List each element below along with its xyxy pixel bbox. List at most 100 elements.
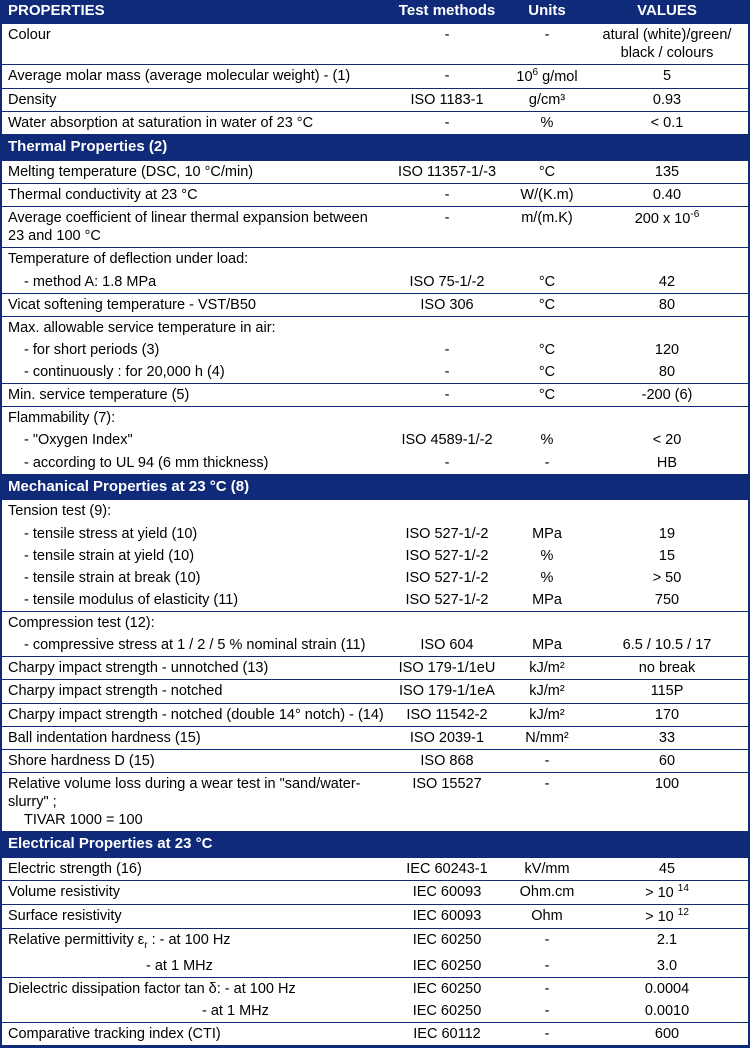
cell-property: Temperature of deflection under load: <box>2 248 390 270</box>
cell-method: - <box>390 339 504 361</box>
cell-value: 115P <box>590 680 744 702</box>
col-header-test-methods: Test methods <box>390 0 504 23</box>
cell-method: ISO 15527 <box>390 773 504 831</box>
cell-value <box>590 248 744 270</box>
cell-units: - <box>504 750 590 772</box>
cell-units: g/cm³ <box>504 89 590 111</box>
table-row: Ball indentation hardness (15)ISO 2039-1… <box>2 727 748 750</box>
table-row: Temperature of deflection under load: <box>2 248 748 270</box>
cell-value <box>590 612 744 634</box>
thermal-rows: Melting temperature (DSC, 10 °C/min)ISO … <box>2 161 748 475</box>
cell-method: - <box>390 24 504 64</box>
cell-units: °C <box>504 294 590 316</box>
cell-units: m/(m.K) <box>504 207 590 247</box>
cell-value: 0.0004 <box>590 978 744 1000</box>
cell-value: 2.1 <box>590 929 744 954</box>
cell-property: Volume resistivity <box>2 881 390 904</box>
table-row: Melting temperature (DSC, 10 °C/min)ISO … <box>2 161 748 184</box>
cell-method <box>390 317 504 339</box>
cell-method: ISO 11357-1/-3 <box>390 161 504 183</box>
cell-property: Compression test (12): <box>2 612 390 634</box>
cell-property: - "Oxygen Index" <box>2 429 390 451</box>
table-row: Charpy impact strength - unnotched (13)I… <box>2 657 748 680</box>
cell-property: - at 1 MHz <box>2 955 390 977</box>
table-row: - "Oxygen Index"ISO 4589-1/-2%< 20 <box>2 429 748 451</box>
cell-method: IEC 60093 <box>390 905 504 928</box>
cell-units: 106 g/mol <box>504 65 590 88</box>
table-row: - tensile strain at yield (10)ISO 527-1/… <box>2 545 748 567</box>
cell-method: ISO 11542-2 <box>390 704 504 726</box>
cell-property: Water absorption at saturation in water … <box>2 112 390 134</box>
cell-value: 600 <box>590 1023 744 1045</box>
cell-property: - tensile strain at yield (10) <box>2 545 390 567</box>
cell-units: % <box>504 429 590 451</box>
cell-value: 42 <box>590 271 744 293</box>
cell-value: > 10 12 <box>590 905 744 928</box>
cell-value: > 50 <box>590 567 744 589</box>
cell-method: IEC 60243-1 <box>390 858 504 880</box>
cell-property: Shore hardness D (15) <box>2 750 390 772</box>
cell-units <box>504 500 590 522</box>
cell-units: W/(K.m) <box>504 184 590 206</box>
cell-units: % <box>504 112 590 134</box>
section-electrical-title: Electrical Properties at 23 °C <box>2 832 748 857</box>
cell-value: 6.5 / 10.5 / 17 <box>590 634 744 656</box>
cell-value: 19 <box>590 523 744 545</box>
section-thermal: Thermal Properties (2) <box>2 135 748 161</box>
cell-method: - <box>390 207 504 247</box>
cell-property: Electric strength (16) <box>2 858 390 880</box>
cell-method: IEC 60112 <box>390 1023 504 1045</box>
cell-property: Dielectric dissipation factor tan δ: - a… <box>2 978 390 1000</box>
cell-value: > 10 14 <box>590 881 744 904</box>
cell-property: Charpy impact strength - notched (double… <box>2 704 390 726</box>
cell-property: Density <box>2 89 390 111</box>
cell-units: N/mm² <box>504 727 590 749</box>
cell-value: 170 <box>590 704 744 726</box>
cell-property: Average molar mass (average molecular we… <box>2 65 390 88</box>
table-header-row: PROPERTIES Test methods Units VALUES <box>2 0 748 24</box>
cell-value: 5 <box>590 65 744 88</box>
cell-value <box>590 317 744 339</box>
cell-property: Min. service temperature (5) <box>2 384 390 406</box>
cell-value: 80 <box>590 294 744 316</box>
cell-units: - <box>504 978 590 1000</box>
table-row: Water absorption at saturation in water … <box>2 112 748 135</box>
cell-units: - <box>504 1023 590 1045</box>
cell-value: 0.93 <box>590 89 744 111</box>
cell-units: °C <box>504 361 590 383</box>
cell-method: - <box>390 384 504 406</box>
section-mechanical: Mechanical Properties at 23 °C (8) <box>2 475 748 501</box>
table-row: Electric strength (16)IEC 60243-1kV/mm45 <box>2 858 748 881</box>
table-row: Volume resistivityIEC 60093Ohm.cm> 10 14 <box>2 881 748 905</box>
cell-units: kV/mm <box>504 858 590 880</box>
table-row: Shore hardness D (15)ISO 868-60 <box>2 750 748 773</box>
cell-units: MPa <box>504 589 590 611</box>
section-electrical: Electrical Properties at 23 °C <box>2 832 748 858</box>
cell-units: kJ/m² <box>504 704 590 726</box>
cell-property: - tensile stress at yield (10) <box>2 523 390 545</box>
table-row: Average molar mass (average molecular we… <box>2 65 748 89</box>
cell-units: - <box>504 773 590 831</box>
cell-value: atural (white)/green/black / colours <box>590 24 744 64</box>
cell-property: Ball indentation hardness (15) <box>2 727 390 749</box>
cell-units: - <box>504 955 590 977</box>
cell-units <box>504 317 590 339</box>
table-row: - tensile strain at break (10)ISO 527-1/… <box>2 567 748 589</box>
cell-units: - <box>504 24 590 64</box>
mechanical-rows: Tension test (9):- tensile stress at yie… <box>2 500 748 832</box>
table-row: - compressive stress at 1 / 2 / 5 % nomi… <box>2 634 748 657</box>
cell-value: 33 <box>590 727 744 749</box>
cell-value <box>590 500 744 522</box>
cell-method: ISO 2039-1 <box>390 727 504 749</box>
cell-method: IEC 60093 <box>390 881 504 904</box>
table-row: Average coefficient of linear thermal ex… <box>2 207 748 248</box>
cell-method: - <box>390 452 504 474</box>
table-row: Dielectric dissipation factor tan δ: - a… <box>2 978 748 1000</box>
cell-value: 135 <box>590 161 744 183</box>
cell-method <box>390 248 504 270</box>
cell-units: °C <box>504 339 590 361</box>
cell-method: ISO 1183-1 <box>390 89 504 111</box>
table-row: Surface resistivityIEC 60093Ohm> 10 12 <box>2 905 748 929</box>
cell-method <box>390 500 504 522</box>
table-row: Charpy impact strength - notched (double… <box>2 704 748 727</box>
